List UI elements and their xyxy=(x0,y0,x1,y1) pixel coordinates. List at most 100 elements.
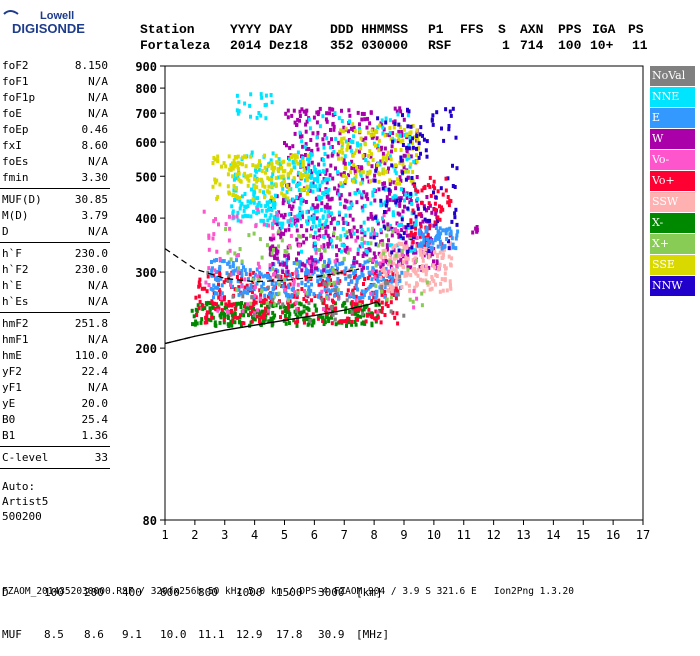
param-value: 110.0 xyxy=(74,349,108,362)
echo-point-vo xyxy=(354,294,358,299)
digisonde-logo: Lowell DIGISONDE xyxy=(3,10,85,36)
echo-point-sse xyxy=(255,164,259,169)
echo-point-nne xyxy=(400,223,403,228)
echo-point-vo xyxy=(227,300,231,304)
echo-point-w xyxy=(304,142,308,147)
echo-point-vo xyxy=(256,261,260,266)
echo-point-vo xyxy=(266,311,270,316)
echo-point-nne xyxy=(252,188,256,193)
echo-point-nne xyxy=(243,101,247,106)
echo-point-nne xyxy=(321,191,325,196)
echo-point-nne xyxy=(307,159,311,164)
echo-point-w xyxy=(297,251,300,256)
echo-point-vo xyxy=(328,273,331,278)
param-key: yF1 xyxy=(2,381,22,394)
echo-point-nne xyxy=(312,177,316,182)
echo-point-x xyxy=(374,284,378,289)
echo-point-sse xyxy=(273,165,276,170)
echo-point-sse xyxy=(394,181,398,186)
echo-point-x xyxy=(233,251,237,256)
echo-point-nnw xyxy=(402,231,406,236)
echo-point-w xyxy=(380,123,384,128)
echo-point-e xyxy=(426,243,430,247)
echo-point-nne xyxy=(404,192,408,197)
header-label-3: P1 xyxy=(428,22,444,37)
echo-point-vo xyxy=(338,319,342,324)
echo-point-w xyxy=(418,265,422,269)
echo-point-x xyxy=(389,295,393,300)
echo-point-nne xyxy=(270,208,274,213)
echo-point-w xyxy=(293,120,297,125)
echo-point-x xyxy=(300,310,304,315)
echo-point-vo xyxy=(218,256,222,261)
echo-point-noval xyxy=(241,294,245,299)
footer-cell: 30.9 xyxy=(318,628,345,641)
echo-point-vo xyxy=(432,184,435,189)
echo-point-x xyxy=(270,251,274,256)
y-tick-label: 80 xyxy=(143,514,157,528)
echo-point-vo xyxy=(377,298,381,303)
echo-point-e xyxy=(350,279,354,284)
echo-point-w xyxy=(398,175,402,180)
echo-point-sse xyxy=(351,179,355,184)
echo-point-x xyxy=(336,288,340,293)
echo-point-w xyxy=(397,129,401,134)
echo-point-nne xyxy=(235,176,239,181)
echo-point-e xyxy=(247,277,250,282)
echo-point-nne xyxy=(312,164,316,169)
echo-point-x xyxy=(374,263,378,268)
echo-point-e xyxy=(344,266,348,271)
echo-point-w xyxy=(283,253,287,258)
echo-point-vo xyxy=(350,319,354,324)
echo-point-sse xyxy=(353,129,357,133)
echo-point-w xyxy=(315,142,319,147)
echo-point-sse xyxy=(413,135,417,140)
echo-point-nne xyxy=(294,223,298,228)
echo-point-sse xyxy=(340,156,344,161)
echo-point-vo xyxy=(303,289,306,293)
echo-point-e xyxy=(255,267,259,272)
echo-point-w xyxy=(320,201,324,206)
echo-point-sse xyxy=(367,162,371,167)
echo-point-vo xyxy=(293,290,297,295)
echo-point-w xyxy=(295,257,298,262)
echo-point-e xyxy=(448,226,452,231)
echo-point-ssw xyxy=(387,289,391,294)
echo-point-vo xyxy=(368,272,372,277)
echo-point-noval xyxy=(320,297,324,302)
echo-point-w xyxy=(361,254,365,258)
echo-point-nne xyxy=(410,202,414,206)
echo-point-e xyxy=(214,285,217,290)
echo-point-noval xyxy=(227,272,231,277)
echo-point-x xyxy=(271,310,275,315)
echo-point-w xyxy=(398,201,402,206)
echo-point-e xyxy=(388,274,392,279)
echo-point-w xyxy=(296,117,300,122)
echo-point-nnw xyxy=(381,186,385,191)
echo-point-vo xyxy=(409,230,413,235)
echo-point-vo xyxy=(228,214,231,219)
echo-point-x xyxy=(192,314,196,319)
echo-point-x xyxy=(237,301,241,306)
echo-point-e xyxy=(434,226,438,230)
echo-point-noval xyxy=(350,310,354,315)
echo-point-sse xyxy=(266,164,270,168)
echo-point-w xyxy=(329,128,332,132)
echo-point-vo xyxy=(380,306,384,311)
echo-point-sse xyxy=(359,136,363,141)
echo-point-nne xyxy=(243,192,247,196)
echo-point-w xyxy=(332,216,336,221)
echo-point-w xyxy=(377,251,381,256)
echo-point-x xyxy=(299,302,303,307)
echo-point-nne xyxy=(276,216,280,221)
echo-point-vo xyxy=(227,238,231,243)
echo-point-x xyxy=(273,302,277,307)
echo-point-nne xyxy=(315,170,319,175)
legend-item-noval: NoVal xyxy=(650,66,695,86)
echo-point-nnw xyxy=(428,218,432,223)
echo-point-w xyxy=(360,267,364,272)
echo-point-nne xyxy=(414,219,418,223)
echo-point-x xyxy=(238,247,242,251)
echo-point-vo xyxy=(239,313,242,318)
echo-point-w xyxy=(421,219,425,224)
